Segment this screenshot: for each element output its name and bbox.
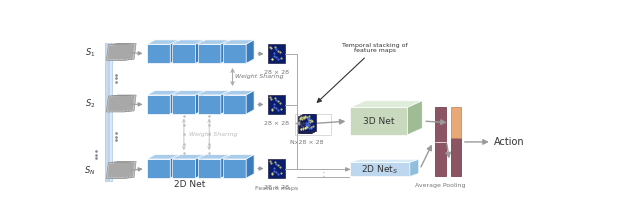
Polygon shape — [350, 159, 419, 162]
Text: Nx28 × 28: Nx28 × 28 — [291, 140, 324, 145]
Polygon shape — [196, 40, 204, 63]
Polygon shape — [223, 91, 254, 95]
Polygon shape — [115, 43, 136, 59]
Polygon shape — [111, 97, 128, 110]
Polygon shape — [116, 163, 134, 176]
Polygon shape — [112, 95, 133, 111]
Bar — [269, 159, 285, 178]
Polygon shape — [147, 91, 178, 95]
Polygon shape — [172, 95, 196, 114]
Polygon shape — [172, 159, 196, 178]
Polygon shape — [106, 162, 127, 178]
Text: Action: Action — [494, 137, 525, 147]
Bar — [105, 43, 108, 181]
Text: Average Pooling: Average Pooling — [415, 183, 465, 188]
Text: 2D Net: 2D Net — [174, 180, 205, 189]
Polygon shape — [350, 162, 410, 176]
Polygon shape — [172, 91, 204, 95]
Text: ...: ... — [438, 140, 443, 145]
Polygon shape — [112, 162, 133, 178]
Polygon shape — [410, 159, 419, 176]
Text: Temporal stacking of
feature maps: Temporal stacking of feature maps — [317, 43, 408, 102]
Text: 28 × 28: 28 × 28 — [264, 185, 289, 190]
Polygon shape — [147, 159, 170, 178]
Polygon shape — [109, 162, 130, 178]
Bar — [300, 115, 312, 133]
Polygon shape — [147, 40, 178, 44]
Polygon shape — [246, 40, 254, 63]
Polygon shape — [172, 44, 196, 63]
Polygon shape — [115, 162, 136, 178]
Polygon shape — [116, 45, 134, 58]
Polygon shape — [246, 91, 254, 114]
Polygon shape — [114, 97, 131, 110]
Polygon shape — [221, 40, 229, 63]
Text: Weight Sharing: Weight Sharing — [235, 75, 284, 79]
Bar — [298, 116, 310, 133]
Polygon shape — [223, 155, 254, 159]
Polygon shape — [198, 155, 229, 159]
Polygon shape — [350, 101, 422, 107]
Polygon shape — [147, 155, 178, 159]
Polygon shape — [109, 96, 130, 112]
Bar — [295, 114, 331, 135]
Polygon shape — [198, 159, 221, 178]
Polygon shape — [170, 155, 178, 178]
Polygon shape — [170, 91, 178, 114]
Polygon shape — [196, 91, 204, 114]
Bar — [109, 43, 112, 181]
Polygon shape — [106, 44, 127, 60]
Text: 28 × 28: 28 × 28 — [264, 121, 289, 126]
Polygon shape — [108, 46, 125, 59]
Bar — [303, 114, 316, 131]
Polygon shape — [196, 155, 204, 178]
Polygon shape — [170, 40, 178, 63]
Polygon shape — [108, 164, 125, 177]
Polygon shape — [111, 164, 128, 177]
Bar — [451, 138, 461, 176]
Polygon shape — [109, 44, 130, 60]
Text: $S_{2}$: $S_{2}$ — [85, 98, 96, 110]
Polygon shape — [115, 95, 136, 111]
Polygon shape — [223, 159, 246, 178]
Bar — [451, 107, 461, 138]
Bar — [302, 114, 314, 132]
Polygon shape — [221, 155, 229, 178]
Polygon shape — [408, 101, 422, 135]
Polygon shape — [147, 44, 170, 63]
Polygon shape — [198, 95, 221, 114]
Polygon shape — [198, 91, 229, 95]
Polygon shape — [223, 44, 246, 63]
Polygon shape — [114, 163, 131, 176]
Text: Weight Sharing: Weight Sharing — [189, 132, 237, 137]
Polygon shape — [350, 107, 408, 135]
Text: $S_{1}$: $S_{1}$ — [85, 46, 96, 59]
Polygon shape — [221, 91, 229, 114]
Polygon shape — [116, 96, 134, 110]
Polygon shape — [111, 46, 128, 59]
Text: ⋮: ⋮ — [319, 168, 329, 178]
Polygon shape — [198, 44, 221, 63]
Polygon shape — [106, 96, 127, 112]
Bar — [269, 44, 285, 63]
Polygon shape — [112, 44, 133, 60]
Polygon shape — [108, 97, 125, 111]
Polygon shape — [198, 40, 229, 44]
Bar — [435, 107, 445, 176]
Polygon shape — [223, 40, 254, 44]
Polygon shape — [147, 95, 170, 114]
Polygon shape — [172, 40, 204, 44]
Text: $S_{N}$: $S_{N}$ — [84, 164, 96, 177]
Polygon shape — [223, 95, 246, 114]
Polygon shape — [246, 155, 254, 178]
Bar — [269, 95, 285, 114]
Text: 2D Net$_S$: 2D Net$_S$ — [362, 163, 399, 176]
Polygon shape — [172, 155, 204, 159]
Polygon shape — [114, 45, 131, 59]
Text: 28 × 28: 28 × 28 — [264, 70, 289, 75]
Text: Feature maps: Feature maps — [255, 186, 298, 191]
Text: 3D Net: 3D Net — [363, 117, 395, 126]
